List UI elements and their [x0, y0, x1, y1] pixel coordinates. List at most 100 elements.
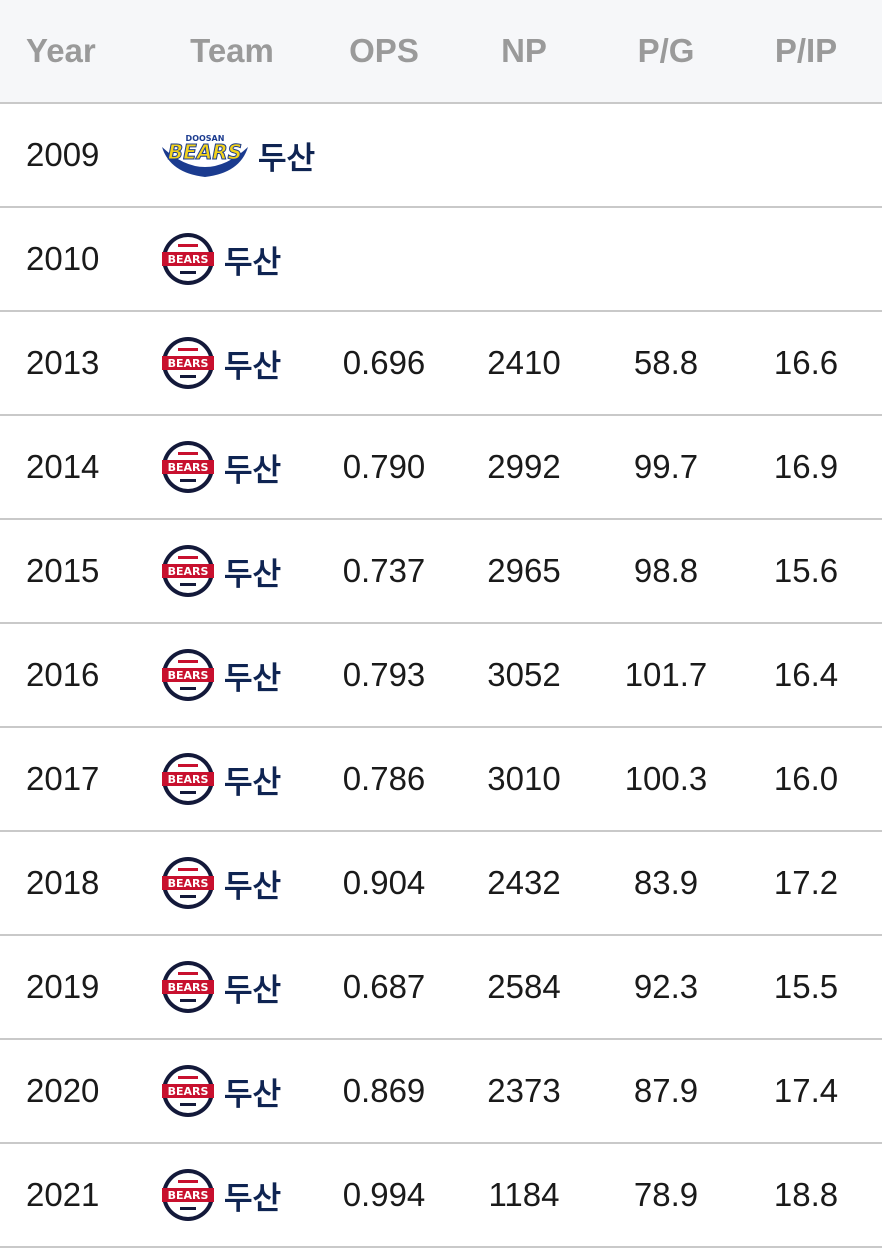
pip-cell: 16.4	[773, 656, 839, 693]
pip-cell: 17.4	[773, 1072, 839, 1109]
table-row[interactable]: 2020 BEARS 두산 0.869 2373 87.9 17.4	[0, 1040, 882, 1144]
np-cell: 2373	[487, 1072, 561, 1109]
team-name: 두산	[224, 452, 282, 489]
doosan-bears-emblem-icon: BEARS	[162, 441, 214, 493]
ops-cell: 0.793	[342, 656, 426, 693]
logo-main-text: BEARS	[168, 981, 209, 994]
ops-cell: 0.696	[342, 344, 426, 381]
team-cell[interactable]: BEARS 두산	[160, 936, 281, 1038]
ops-cell: 0.869	[342, 1072, 426, 1109]
ops-cell: 0.687	[342, 968, 426, 1005]
col-header-team[interactable]: Team	[190, 32, 274, 69]
doosan-bears-emblem-icon: BEARS	[162, 545, 214, 597]
team-name: 두산	[224, 244, 282, 281]
logo-main-text: BEARS	[168, 565, 209, 578]
team-cell[interactable]: BEARS 두산	[160, 728, 281, 830]
table-row[interactable]: 2016 BEARS 두산 0.793 3052 101.7 16.4	[0, 624, 882, 728]
logo-main-text: BEARS	[168, 773, 209, 786]
team-cell[interactable]: BEARS 두산	[160, 208, 281, 310]
pip-cell	[748, 104, 864, 206]
pip-cell	[748, 208, 864, 310]
team-name: 두산	[224, 348, 282, 385]
team-cell[interactable]: BEARS 두산	[160, 312, 281, 414]
np-cell	[468, 208, 580, 310]
pg-cell	[606, 104, 726, 206]
team-cell[interactable]: BEARS 두산	[160, 832, 281, 934]
logo-top-text: DOOSAN	[186, 134, 225, 143]
table-row[interactable]: 2014 BEARS 두산 0.790 2992 99.7 16.9	[0, 416, 882, 520]
table-row[interactable]: 2010 BEARS 두산	[0, 208, 882, 312]
year-cell: 2010	[26, 240, 100, 277]
col-header-ops[interactable]: OPS	[349, 32, 419, 69]
logo-main-text: BEARS	[168, 1085, 209, 1098]
col-header-np[interactable]: NP	[501, 32, 547, 69]
doosan-bears-emblem-icon: BEARS	[162, 1065, 214, 1117]
table-row[interactable]: 2021 BEARS 두산 0.994 1184 78.9 18.8	[0, 1144, 882, 1248]
pip-cell: 15.5	[773, 968, 839, 1005]
team-cell[interactable]: BEARS 두산	[160, 416, 281, 518]
team-name: 두산	[224, 764, 282, 801]
table-row[interactable]: 2019 BEARS 두산 0.687 2584 92.3 15.5	[0, 936, 882, 1040]
team-cell[interactable]: BEARS 두산	[160, 520, 281, 622]
col-header-pg[interactable]: P/G	[637, 32, 695, 69]
pg-cell: 99.7	[633, 448, 699, 485]
np-cell: 2410	[487, 344, 561, 381]
team-name: 두산	[224, 1076, 282, 1113]
year-cell: 2020	[26, 1072, 100, 1109]
doosan-bears-emblem-icon: BEARS	[162, 649, 214, 701]
np-cell: 3052	[487, 656, 561, 693]
table-row[interactable]: 2015 BEARS 두산 0.737 2965 98.8 15.6	[0, 520, 882, 624]
ops-cell	[328, 208, 440, 310]
pip-cell: 15.6	[773, 552, 839, 589]
logo-main-text: BEARS	[168, 877, 209, 890]
doosan-bears-emblem-icon: BEARS	[162, 857, 214, 909]
ops-cell: 0.737	[342, 552, 426, 589]
table-row[interactable]: 2009 DOOSAN BEARS 두산	[0, 104, 882, 208]
pg-cell: 58.8	[633, 344, 699, 381]
pg-cell	[606, 208, 726, 310]
logo-main-text: BEARS	[168, 669, 209, 682]
team-name: 두산	[258, 140, 316, 177]
np-cell: 1184	[488, 1176, 560, 1213]
pg-cell: 83.9	[633, 864, 699, 901]
ops-cell: 0.904	[342, 864, 426, 901]
doosan-bears-emblem-icon: BEARS	[162, 337, 214, 389]
pg-cell: 100.3	[624, 760, 708, 797]
pg-cell: 87.9	[633, 1072, 699, 1109]
team-name: 두산	[224, 1180, 282, 1217]
pg-cell: 92.3	[633, 968, 699, 1005]
ops-cell: 0.994	[342, 1176, 426, 1213]
ops-cell: 0.790	[342, 448, 426, 485]
pg-cell: 98.8	[633, 552, 699, 589]
table-row[interactable]: 2013 BEARS 두산 0.696 2410 58.8 16.6	[0, 312, 882, 416]
team-name: 두산	[224, 660, 282, 697]
logo-main-text: BEARS	[168, 357, 209, 370]
logo-main-text: BEARS	[168, 140, 242, 164]
np-cell: 2432	[487, 864, 561, 901]
table-row[interactable]: 2017 BEARS 두산 0.786 3010 100.3 16.0	[0, 728, 882, 832]
year-cell: 2009	[26, 136, 100, 173]
doosan-bears-emblem-icon: BEARS	[162, 961, 214, 1013]
pip-cell: 16.6	[773, 344, 839, 381]
ops-cell: 0.786	[342, 760, 426, 797]
col-header-pip[interactable]: P/IP	[774, 32, 838, 69]
year-cell: 2013	[26, 344, 100, 381]
col-header-year[interactable]: Year	[26, 32, 96, 69]
team-name: 두산	[224, 972, 282, 1009]
team-cell[interactable]: DOOSAN BEARS 두산	[160, 104, 315, 206]
team-cell[interactable]: BEARS 두산	[160, 1144, 281, 1246]
pip-cell: 16.9	[773, 448, 839, 485]
pip-cell: 17.2	[773, 864, 839, 901]
pip-cell: 16.0	[773, 760, 839, 797]
ops-cell	[328, 104, 440, 206]
np-cell: 2965	[487, 552, 561, 589]
table-header: Year Team OPS NP P/G P/IP	[0, 0, 882, 104]
team-cell[interactable]: BEARS 두산	[160, 1040, 281, 1142]
team-cell[interactable]: BEARS 두산	[160, 624, 281, 726]
doosan-bears-emblem-icon: BEARS	[162, 1169, 214, 1221]
table-row[interactable]: 2018 BEARS 두산 0.904 2432 83.9 17.2	[0, 832, 882, 936]
table-body: 2009 DOOSAN BEARS 두산 2010 BEARS 두산 2013 BEARS 두산 0…	[0, 104, 882, 1248]
year-cell: 2015	[26, 552, 100, 589]
